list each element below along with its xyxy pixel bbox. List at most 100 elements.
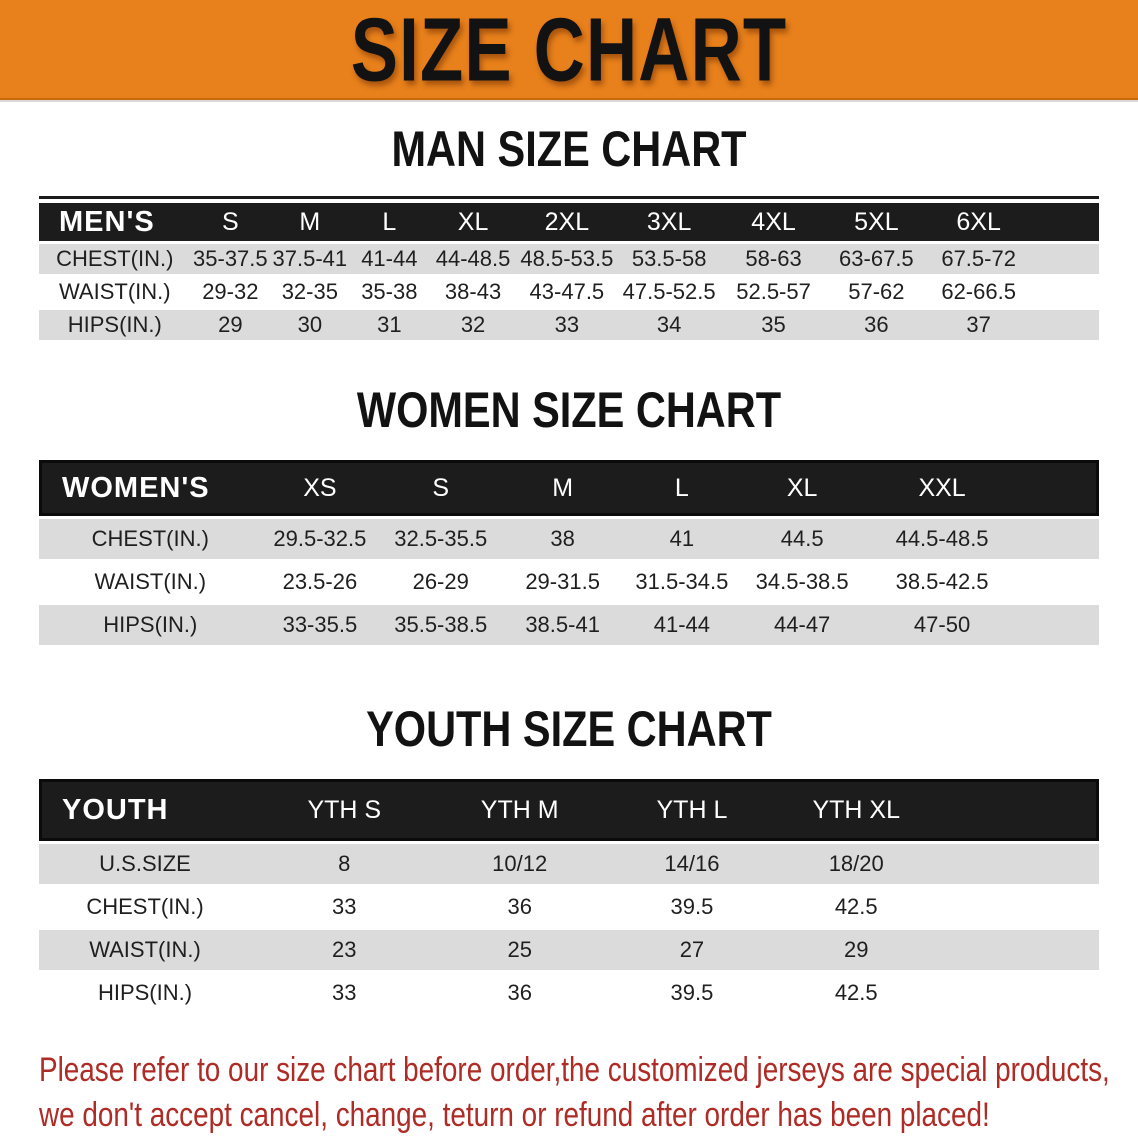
table-cell: 48.5-53.5 [517,244,617,274]
table-cell: 37 [927,310,1031,340]
table-group-label: YOUTH [39,779,251,841]
table-cell: 36 [437,887,602,927]
order-policy-line-2: we don't accept cancel, change, teturn o… [39,1096,990,1134]
women-table-wrap: WOMEN'S XS S M L XL XXL CHEST(IN.) 29.5-32.5 32.5… [39,457,1099,648]
table-cell: 29.5-32.5 [261,519,379,559]
table-cell: 33 [251,887,438,927]
column-header: 2XL [517,203,617,241]
table-cell: 29 [782,930,931,970]
table-group-label: MEN'S [39,203,191,241]
table-cell: 38 [503,519,622,559]
table-cell: 33 [517,310,617,340]
table-cell: 18/20 [782,844,931,884]
table-cell: 44-47 [741,605,863,645]
table-cell: 35-38 [349,277,430,307]
table-cell: 62-66.5 [927,277,1031,307]
women-section: WOMEN SIZE CHART WOMEN'S XS S M L XL XXL CHEST(… [0,385,1138,648]
column-header: YTH S [251,779,438,841]
table-cell: 41-44 [349,244,430,274]
table-cell: 10/12 [437,844,602,884]
table-cell: 41-44 [621,605,742,645]
table-row: HIPS(IN.) 33-35.5 35.5-38.5 38.5-41 41-44 44-… [39,605,1099,645]
column-header: XS [261,460,379,516]
table-cell: 39.5 [601,973,783,1013]
table-cell: 47-50 [862,605,1022,645]
table-row: HIPS(IN.) 29 30 31 32 33 34 35 36 37 [39,310,1099,340]
table-cell: 31 [349,310,430,340]
table-cell: 57-62 [825,277,928,307]
table-cell: 38.5-42.5 [862,562,1022,602]
header-row: MEN'S S M L XL 2XL 3XL 4XL 5XL 6XL [39,203,1099,241]
table-cell: 32-35 [270,277,350,307]
table-cell-filler [1021,562,1099,602]
table-cell: 44.5-48.5 [862,519,1022,559]
table-cell: 23 [251,930,438,970]
table-cell: 34 [616,310,722,340]
column-header: 4XL [721,203,826,241]
table-cell: 44-48.5 [429,244,518,274]
table-row: CHEST(IN.) 35-37.5 37.5-41 41-44 44-48.5 48.5… [39,244,1099,274]
order-policy-line-1: Please refer to our size chart before or… [39,1051,1110,1089]
table-cell: 14/16 [601,844,783,884]
table-row: WAIST(IN.) 29-32 32-35 35-38 38-43 43-47.5 47.… [39,277,1099,307]
table-cell: 53.5-58 [616,244,722,274]
row-label: U.S.SIZE [39,844,251,884]
column-header: XL [429,203,518,241]
table-cell: 8 [251,844,438,884]
table-cell: 27 [601,930,783,970]
table-cell: 58-63 [721,244,826,274]
table-cell-filler [1021,605,1099,645]
table-cell: 32 [429,310,518,340]
table-cell: 33-35.5 [261,605,379,645]
column-header-filler [930,779,1099,841]
header-row: YOUTH YTH S YTH M YTH L YTH XL [39,779,1099,841]
header-row: WOMEN'S XS S M L XL XXL [39,460,1099,516]
row-label: WAIST(IN.) [39,562,262,602]
table-cell: 43-47.5 [517,277,617,307]
table-cell: 44.5 [741,519,863,559]
youth-section: YOUTH SIZE CHART YOUTH YTH S YTH M YTH L YTH… [0,704,1138,1016]
column-header: XXL [862,460,1022,516]
table-cell: 41 [621,519,742,559]
table-cell-filler [1030,244,1099,274]
women-section-title: WOMEN SIZE CHART [356,382,782,438]
row-label: WAIST(IN.) [39,930,251,970]
table-cell-filler [1021,519,1099,559]
column-header: L [621,460,742,516]
table-cell: 29-31.5 [503,562,622,602]
table-cell-filler [930,844,1099,884]
table-cell: 36 [825,310,928,340]
row-label: CHEST(IN.) [39,519,262,559]
table-row: HIPS(IN.) 33 36 39.5 42.5 [39,973,1099,1013]
table-cell: 67.5-72 [927,244,1031,274]
table-cell-filler [930,887,1099,927]
row-label: HIPS(IN.) [39,605,262,645]
column-header: 3XL [616,203,722,241]
table-cell: 63-67.5 [825,244,928,274]
row-label: HIPS(IN.) [39,973,251,1013]
table-cell-filler [1030,277,1099,307]
table-cell: 37.5-41 [270,244,350,274]
table-cell: 42.5 [782,973,931,1013]
youth-section-title: YOUTH SIZE CHART [366,701,772,757]
column-header: S [190,203,271,241]
table-cell: 35-37.5 [190,244,271,274]
row-label: WAIST(IN.) [39,277,191,307]
column-header: M [270,203,350,241]
column-header: M [503,460,622,516]
table-cell: 31.5-34.5 [621,562,742,602]
column-header-filler [1030,203,1099,241]
men-section-title: MAN SIZE CHART [391,121,747,177]
row-label: CHEST(IN.) [39,887,251,927]
order-policy-note: Please refer to our size chart before or… [39,1048,1138,1138]
table-cell: 38-43 [429,277,518,307]
column-header-filler [1021,460,1099,516]
column-header: XL [741,460,863,516]
table-cell: 42.5 [782,887,931,927]
table-cell-filler [930,973,1099,1013]
men-section: MAN SIZE CHART MEN'S S M L XL 2XL 3XL 4XL 5XL 6XL… [0,124,1138,343]
table-row: CHEST(IN.) 29.5-32.5 32.5-35.5 38 41 44.5 44.5… [39,519,1099,559]
column-header: 5XL [825,203,928,241]
table-cell: 29 [190,310,271,340]
table-cell: 47.5-52.5 [616,277,722,307]
